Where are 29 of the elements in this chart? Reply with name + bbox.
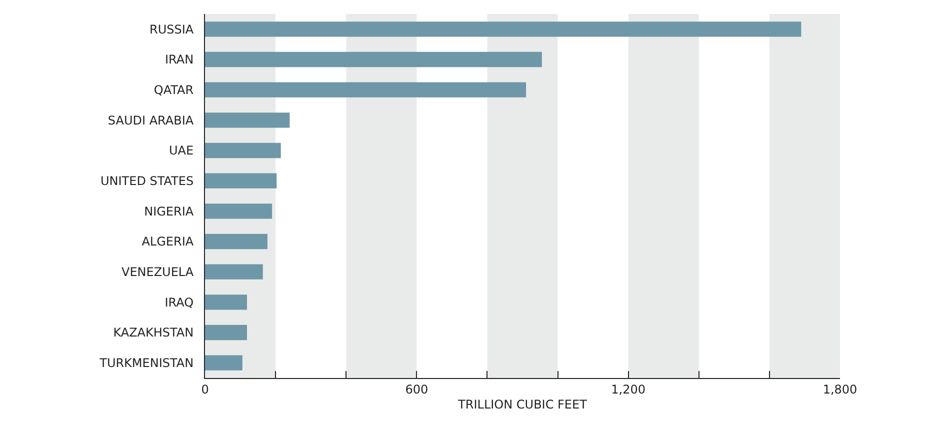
y-tick-label: IRAQ bbox=[164, 295, 194, 310]
bar bbox=[205, 173, 277, 188]
y-tick-label: VENEZUELA bbox=[121, 265, 194, 280]
bar bbox=[205, 52, 542, 68]
bar bbox=[205, 204, 272, 219]
x-tick-label: 0 bbox=[201, 382, 209, 396]
bar bbox=[205, 22, 802, 37]
bar bbox=[205, 355, 242, 370]
y-tick-label: UAE bbox=[169, 144, 194, 158]
y-tick-label: UNITED STATES bbox=[100, 174, 194, 188]
y-tick-label: ALGERIA bbox=[142, 234, 194, 249]
x-tick-label: 600 bbox=[405, 382, 428, 396]
bar bbox=[205, 112, 290, 128]
y-tick-label: QATAR bbox=[154, 83, 194, 98]
bar bbox=[205, 294, 247, 310]
y-tick-label: RUSSIA bbox=[149, 22, 194, 36]
y-tick-label: IRAN bbox=[165, 52, 194, 67]
y-tick-label: NIGERIA bbox=[144, 204, 194, 218]
x-tick-label: 1,200 bbox=[611, 382, 646, 396]
x-axis-title: TRILLION CUBIC FEET bbox=[457, 397, 588, 412]
bar bbox=[205, 324, 247, 340]
y-tick-label: TURKMENISTAN bbox=[98, 356, 194, 370]
bar bbox=[205, 234, 268, 250]
y-tick-label: SAUDI ARABIA bbox=[108, 113, 194, 128]
y-tick-label: KAZAKHSTAN bbox=[113, 326, 194, 340]
bar bbox=[205, 82, 526, 98]
bar bbox=[205, 264, 263, 280]
x-tick-label: 1,800 bbox=[822, 382, 858, 396]
bar bbox=[205, 142, 281, 158]
